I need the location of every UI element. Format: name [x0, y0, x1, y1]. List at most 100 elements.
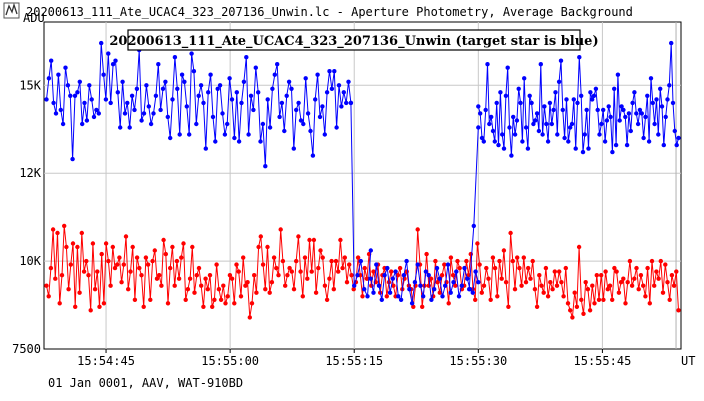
target-data-point [390, 276, 395, 281]
target-data-point [412, 280, 418, 285]
target-data-point [332, 69, 337, 74]
target-data-point [75, 90, 80, 95]
target-data-point [579, 93, 584, 99]
target-data-point [253, 65, 258, 70]
target-data-point [544, 121, 549, 127]
target-data-point [289, 86, 294, 92]
target-data-point [542, 104, 547, 109]
comparison-data-point [263, 287, 268, 292]
comparison-data-point [395, 273, 401, 278]
target-data-point [165, 114, 170, 120]
target-data-point [481, 139, 486, 144]
comparison-data-point [439, 273, 445, 278]
comparison-data-point [477, 262, 482, 267]
y-unit-label: ADU [23, 11, 45, 25]
target-data-point [87, 83, 92, 88]
target-data-point [339, 104, 344, 109]
target-data-point [371, 290, 376, 295]
comparison-data-point [287, 265, 292, 271]
target-data-point [153, 93, 159, 99]
comparison-data-point [95, 269, 100, 274]
comparison-data-point [258, 234, 263, 239]
comparison-data-point [654, 269, 659, 274]
comparison-data-point [559, 280, 564, 285]
comparison-data-point [66, 287, 71, 292]
comparison-data-point [141, 304, 146, 309]
comparison-data-point [46, 294, 51, 299]
target-data-point [234, 90, 239, 95]
comparison-data-point [581, 311, 586, 316]
comparison-data-point [526, 265, 531, 271]
target-data-point [65, 83, 71, 88]
target-data-point [129, 93, 135, 99]
target-data-point [246, 132, 251, 137]
target-data-point [514, 118, 520, 123]
comparison-data-point [638, 273, 644, 278]
target-data-point [215, 86, 220, 92]
target-data-point [201, 100, 206, 106]
target-data-point [91, 114, 97, 120]
target-data-point [516, 86, 521, 92]
comparison-data-point [241, 255, 246, 260]
comparison-data-point [342, 255, 347, 260]
comparison-data-point [192, 290, 197, 295]
comparison-data-point [506, 304, 511, 309]
target-data-point [244, 55, 249, 60]
target-data-point [511, 114, 516, 120]
target-data-point [437, 276, 442, 281]
target-data-point [118, 125, 123, 130]
target-data-point [213, 139, 218, 144]
target-data-point [575, 100, 580, 106]
comparison-data-point [543, 265, 549, 271]
target-data-point [322, 132, 327, 137]
comparison-data-point [517, 265, 522, 271]
comparison-data-point [234, 262, 239, 267]
light-curve-icon[interactable] [3, 2, 20, 19]
target-data-point [465, 276, 470, 281]
comparison-data-point [265, 244, 270, 250]
comparison-data-point [599, 273, 604, 278]
comparison-data-point [256, 244, 261, 250]
comparison-data-point [492, 265, 498, 271]
comparison-data-point [159, 283, 164, 288]
target-data-point [593, 86, 599, 92]
comparison-data-point [232, 301, 237, 306]
target-data-point [665, 97, 670, 102]
target-data-point [301, 121, 306, 127]
comparison-data-point [450, 273, 456, 278]
target-data-point [418, 283, 423, 288]
target-data-point [599, 121, 604, 127]
target-data-point [445, 262, 451, 267]
target-data-point [279, 100, 285, 106]
target-data-point [643, 114, 648, 120]
target-data-point [277, 114, 282, 120]
comparison-data-point [137, 265, 142, 271]
comparison-data-point [490, 255, 496, 260]
target-data-point [485, 61, 490, 67]
target-data-point [646, 139, 652, 144]
target-data-point [558, 58, 564, 63]
comparison-data-point [154, 276, 160, 281]
comparison-data-point [643, 294, 648, 299]
comparison-data-point [347, 262, 352, 267]
comparison-data-point [371, 269, 376, 274]
target-data-point [588, 90, 593, 95]
x-tick-label: 15:54:45 [77, 354, 135, 368]
target-data-point [303, 76, 308, 81]
target-data-point [232, 135, 237, 141]
target-data-point [536, 128, 542, 134]
target-data-point [56, 72, 61, 77]
target-data-point [260, 121, 266, 127]
comparison-data-point [561, 294, 566, 299]
comparison-data-point [521, 255, 526, 260]
comparison-data-point [605, 287, 610, 292]
comparison-data-point [73, 304, 78, 309]
comparison-data-point [172, 283, 177, 288]
target-data-point [310, 153, 316, 158]
target-data-point [551, 107, 556, 113]
comparison-data-point [649, 258, 655, 264]
comparison-data-point [254, 290, 259, 295]
comparison-data-point [108, 283, 113, 288]
target-data-point [432, 287, 437, 292]
comparison-data-point [568, 308, 573, 313]
